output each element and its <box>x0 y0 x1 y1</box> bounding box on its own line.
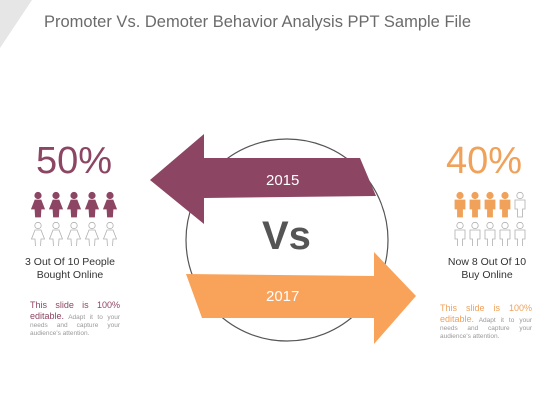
right-percent: 40% <box>446 140 523 182</box>
person-outline-icon <box>48 221 64 246</box>
person-outline-icon <box>499 221 511 246</box>
slide-title: Promoter Vs. Demoter Behavior Analysis P… <box>44 13 472 31</box>
right-arrow-2017 <box>186 252 416 344</box>
left-people-grid <box>30 191 118 246</box>
right-people-grid <box>454 191 526 246</box>
right-caption: Now 8 Out Of 10 Buy Online <box>437 256 537 282</box>
person-filled-icon <box>499 191 511 218</box>
person-outline-icon <box>469 221 481 246</box>
person-outline-icon <box>454 221 466 246</box>
corner-decoration <box>0 0 32 48</box>
right-note-body: Adapt it to your needs and capture your … <box>440 317 532 340</box>
right-caption-line2: Buy Online <box>461 269 513 281</box>
person-filled-icon <box>66 191 82 218</box>
person-outline-icon <box>514 191 526 218</box>
right-note: This slide is 100% editable. Adapt it to… <box>440 303 532 341</box>
top-year-label: 2015 <box>266 172 300 189</box>
left-caption: 3 Out Of 10 People Bought Online <box>20 256 120 282</box>
vs-label: Vs <box>262 214 311 258</box>
left-note-body: Adapt it to your needs and capture your … <box>30 314 120 337</box>
left-arrow-2015 <box>150 134 376 224</box>
right-caption-line1: Now 8 Out Of 10 <box>447 256 527 268</box>
left-caption-line1: 3 Out Of 10 People <box>25 256 115 268</box>
left-note: This slide is 100% editable. Adapt it to… <box>30 300 120 338</box>
person-outline-icon <box>102 221 118 246</box>
vs-diagram <box>150 134 416 344</box>
person-outline-icon <box>30 221 46 246</box>
person-filled-icon <box>454 191 466 218</box>
right-note-emphasis: This slide is 100% editable. <box>440 303 532 324</box>
person-filled-icon <box>102 191 118 218</box>
person-outline-icon <box>514 221 526 246</box>
person-filled-icon <box>469 191 481 218</box>
person-filled-icon <box>30 191 46 218</box>
person-filled-icon <box>48 191 64 218</box>
person-filled-icon <box>84 191 100 218</box>
person-filled-icon <box>484 191 496 218</box>
person-outline-icon <box>66 221 82 246</box>
bottom-year-label: 2017 <box>266 288 300 305</box>
left-caption-line2: Bought Online <box>36 269 104 281</box>
left-note-emphasis: This slide is 100% editable. <box>30 300 120 321</box>
person-outline-icon <box>484 221 496 246</box>
left-percent: 50% <box>36 140 113 182</box>
person-outline-icon <box>84 221 100 246</box>
